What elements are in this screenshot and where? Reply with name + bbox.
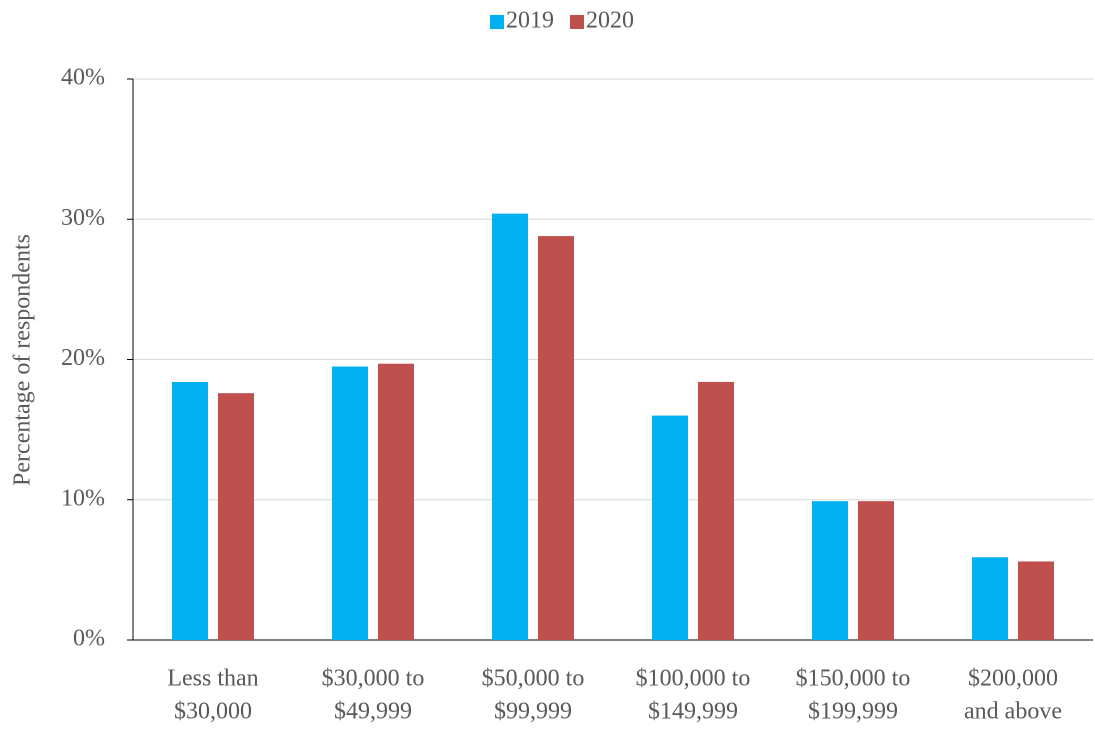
x-tick-label: $50,000 to	[482, 666, 585, 692]
bar	[218, 393, 254, 640]
x-tick-label: Less than	[167, 666, 258, 692]
x-tick-label: $149,999	[648, 699, 738, 725]
legend-label: 2020	[586, 8, 634, 34]
bar	[378, 363, 414, 640]
x-tick-label: $30,000	[174, 699, 252, 725]
y-tick-label: 20%	[61, 345, 105, 371]
y-axis-label: Percentage of respondents	[10, 234, 36, 486]
x-tick-label: $49,999	[334, 699, 412, 725]
bar	[858, 501, 894, 640]
legend-label: 2019	[506, 8, 554, 34]
x-tick-label: $199,999	[808, 699, 898, 725]
bar	[538, 236, 574, 640]
bar	[812, 501, 848, 640]
y-tick-label: 10%	[61, 485, 105, 511]
bar	[652, 415, 688, 640]
x-tick-label: and above	[964, 699, 1062, 725]
x-tick-label: $150,000 to	[796, 666, 911, 692]
bar	[492, 213, 528, 640]
y-tick-label: 0%	[73, 626, 105, 652]
bar	[172, 381, 208, 640]
bar	[332, 366, 368, 640]
bar	[972, 557, 1008, 640]
y-tick-label: 40%	[61, 65, 105, 91]
legend-swatch	[570, 15, 584, 29]
x-tick-label: $100,000 to	[636, 666, 751, 692]
bar	[1018, 561, 1054, 640]
y-tick-label: 30%	[61, 205, 105, 231]
x-tick-label: $200,000	[968, 666, 1058, 692]
bar	[698, 381, 734, 640]
legend-swatch	[490, 15, 504, 29]
x-tick-label: $99,999	[494, 699, 572, 725]
x-tick-label: $30,000 to	[322, 666, 425, 692]
